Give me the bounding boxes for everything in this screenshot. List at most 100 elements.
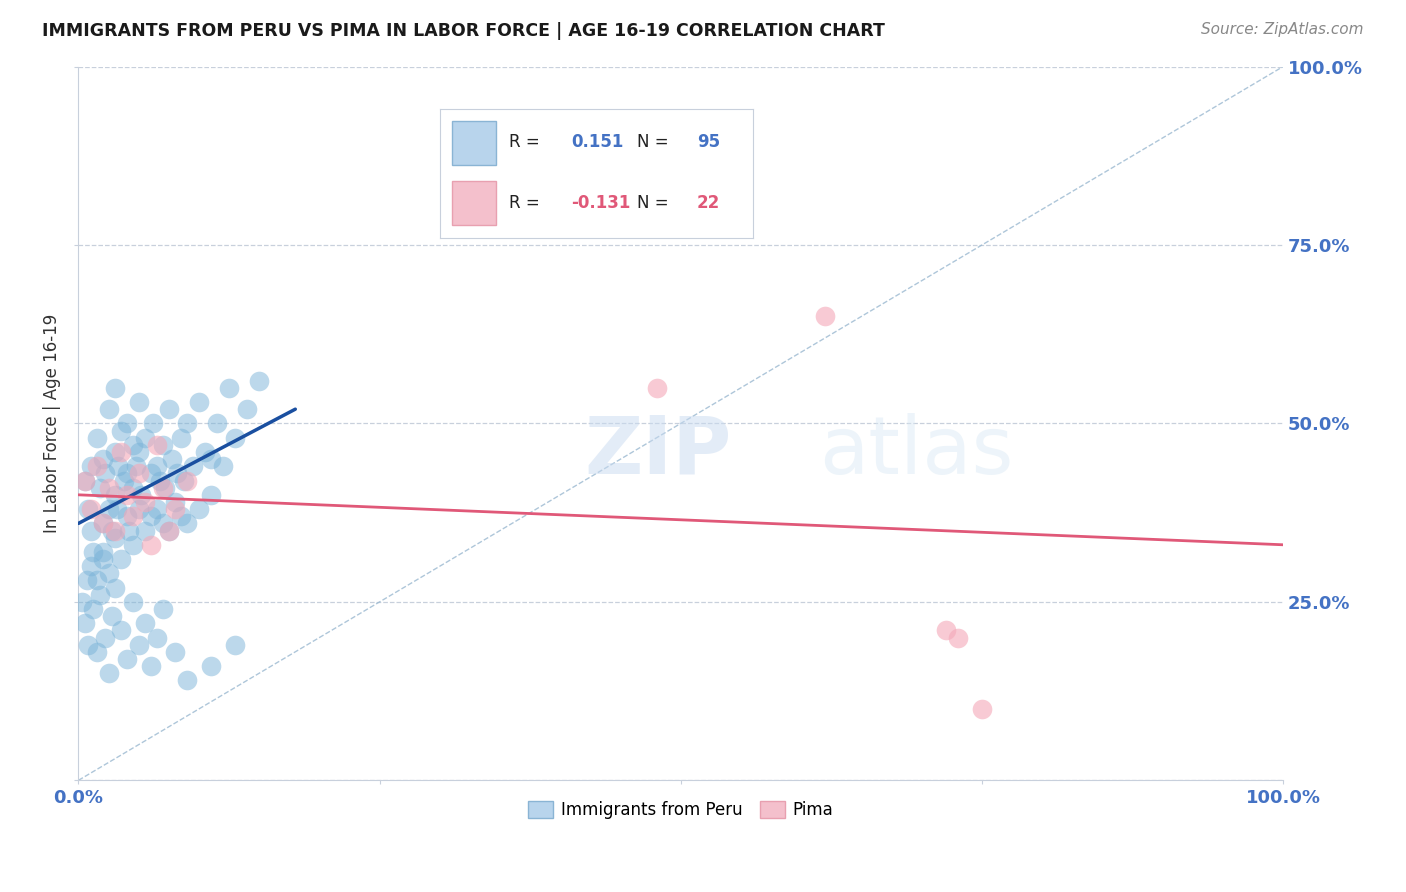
Point — [73, 616, 96, 631]
Point — [104, 488, 127, 502]
Point — [118, 524, 141, 538]
Point — [94, 467, 117, 481]
Point — [194, 445, 217, 459]
Point — [115, 417, 138, 431]
Point — [101, 524, 124, 538]
Point — [97, 566, 120, 581]
Point — [101, 609, 124, 624]
Point — [212, 459, 235, 474]
Point — [645, 381, 668, 395]
Point — [200, 488, 222, 502]
Legend: Immigrants from Peru, Pima: Immigrants from Peru, Pima — [522, 794, 841, 825]
Point — [110, 624, 132, 638]
Text: IMMIGRANTS FROM PERU VS PIMA IN LABOR FORCE | AGE 16-19 CORRELATION CHART: IMMIGRANTS FROM PERU VS PIMA IN LABOR FO… — [42, 22, 884, 40]
Point — [187, 395, 209, 409]
Point — [115, 488, 138, 502]
Point — [79, 502, 101, 516]
Text: atlas: atlas — [820, 413, 1014, 491]
Point — [218, 381, 240, 395]
Point — [139, 509, 162, 524]
Point — [163, 502, 186, 516]
Point — [170, 509, 193, 524]
Point — [247, 374, 270, 388]
Y-axis label: In Labor Force | Age 16-19: In Labor Force | Age 16-19 — [44, 314, 60, 533]
Point — [134, 495, 156, 509]
Point — [142, 417, 165, 431]
Point — [105, 502, 128, 516]
Point — [129, 488, 152, 502]
Point — [73, 474, 96, 488]
Point — [107, 459, 129, 474]
Point — [176, 516, 198, 531]
Point — [134, 616, 156, 631]
Point — [97, 481, 120, 495]
Point — [200, 659, 222, 673]
Point — [152, 602, 174, 616]
Point — [91, 545, 114, 559]
Point — [224, 638, 246, 652]
Point — [86, 431, 108, 445]
Point — [115, 652, 138, 666]
Point — [157, 524, 180, 538]
Point — [76, 574, 98, 588]
Point — [97, 402, 120, 417]
Point — [152, 516, 174, 531]
Point — [173, 474, 195, 488]
Point — [86, 459, 108, 474]
Point — [200, 452, 222, 467]
Point — [162, 452, 184, 467]
Point — [176, 474, 198, 488]
Point — [104, 381, 127, 395]
Point — [104, 531, 127, 545]
Point — [935, 624, 957, 638]
Point — [205, 417, 228, 431]
Point — [152, 481, 174, 495]
Point — [121, 595, 143, 609]
Point — [110, 445, 132, 459]
Point — [125, 459, 148, 474]
Point — [236, 402, 259, 417]
Point — [139, 467, 162, 481]
Point — [79, 559, 101, 574]
Point — [121, 509, 143, 524]
Point — [86, 645, 108, 659]
Point — [115, 509, 138, 524]
Point — [104, 581, 127, 595]
Point — [166, 467, 188, 481]
Point — [121, 438, 143, 452]
Point — [139, 538, 162, 552]
Point — [155, 481, 177, 495]
Point — [157, 402, 180, 417]
Point — [814, 310, 837, 324]
Point — [128, 638, 150, 652]
Point — [112, 474, 135, 488]
Point — [163, 645, 186, 659]
Point — [149, 474, 172, 488]
Point — [146, 459, 169, 474]
Point — [89, 481, 111, 495]
Point — [77, 638, 100, 652]
Point — [128, 395, 150, 409]
Point — [91, 552, 114, 566]
Point — [134, 524, 156, 538]
Point — [70, 595, 93, 609]
Point — [157, 524, 180, 538]
Point — [163, 495, 186, 509]
Point — [128, 502, 150, 516]
Point — [176, 417, 198, 431]
Point — [134, 431, 156, 445]
Point — [79, 524, 101, 538]
Point — [91, 516, 114, 531]
Point — [946, 631, 969, 645]
Point — [970, 702, 993, 716]
Text: Source: ZipAtlas.com: Source: ZipAtlas.com — [1201, 22, 1364, 37]
Point — [128, 467, 150, 481]
Point — [79, 459, 101, 474]
Point — [82, 602, 104, 616]
Point — [82, 545, 104, 559]
Point — [176, 673, 198, 688]
Point — [121, 481, 143, 495]
Point — [170, 431, 193, 445]
Point — [146, 502, 169, 516]
Point — [104, 445, 127, 459]
